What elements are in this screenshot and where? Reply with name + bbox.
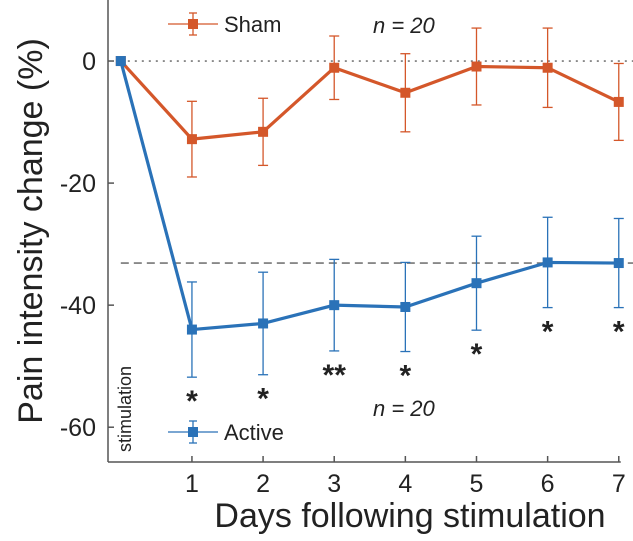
legend-active: Active n = 20 — [168, 396, 436, 445]
significance-marker: * — [542, 316, 554, 349]
data-point — [186, 324, 197, 335]
x-tick-label: 5 — [470, 470, 484, 498]
data-point — [329, 62, 340, 73]
legend-label: Active — [224, 420, 284, 445]
data-point — [258, 318, 269, 329]
x-tick-label: 7 — [612, 470, 626, 498]
y-tick-label: -60 — [60, 414, 96, 442]
x-tick-label: 1 — [185, 470, 199, 498]
data-point — [613, 96, 624, 107]
x-tick-label: 6 — [541, 470, 555, 498]
series-line — [119, 60, 619, 332]
data-point — [329, 300, 340, 311]
data-point — [186, 134, 197, 145]
data-point — [613, 258, 624, 269]
data-point — [115, 56, 126, 67]
data-point — [542, 257, 553, 268]
data-point — [471, 278, 482, 289]
legend-label: Sham — [224, 12, 281, 37]
y-tick-label: -40 — [60, 292, 96, 320]
n-label: n = 20 — [373, 13, 436, 38]
legend-marker — [188, 427, 198, 437]
significance-marker: * — [613, 316, 625, 349]
data-point — [400, 301, 411, 312]
series-sham — [115, 27, 624, 178]
significance-marker: * — [400, 360, 412, 393]
stimulation-label: stimulation — [115, 366, 135, 452]
n-label: n = 20 — [373, 396, 436, 421]
significance-marker: * — [257, 383, 269, 416]
legend-marker — [188, 19, 198, 29]
series-active — [115, 56, 624, 378]
data-point — [542, 62, 553, 73]
y-tick-label: 0 — [82, 48, 96, 76]
series-line — [119, 59, 620, 141]
data-point — [471, 61, 482, 72]
significance-marker: ** — [323, 359, 347, 392]
legend-sham: Sham n = 20 — [168, 12, 436, 38]
significance-marker: * — [471, 338, 483, 371]
x-tick-label: 3 — [327, 470, 341, 498]
y-tick-label: -20 — [60, 170, 96, 198]
x-tick-label: 2 — [256, 470, 270, 498]
x-tick-label: 4 — [398, 470, 412, 498]
y-axis-label: Pain intensity change (%) — [12, 38, 50, 424]
data-point — [258, 126, 269, 137]
significance-marker: * — [186, 385, 198, 418]
data-point — [400, 87, 411, 98]
x-axis-label: Days following stimulation — [214, 497, 605, 535]
